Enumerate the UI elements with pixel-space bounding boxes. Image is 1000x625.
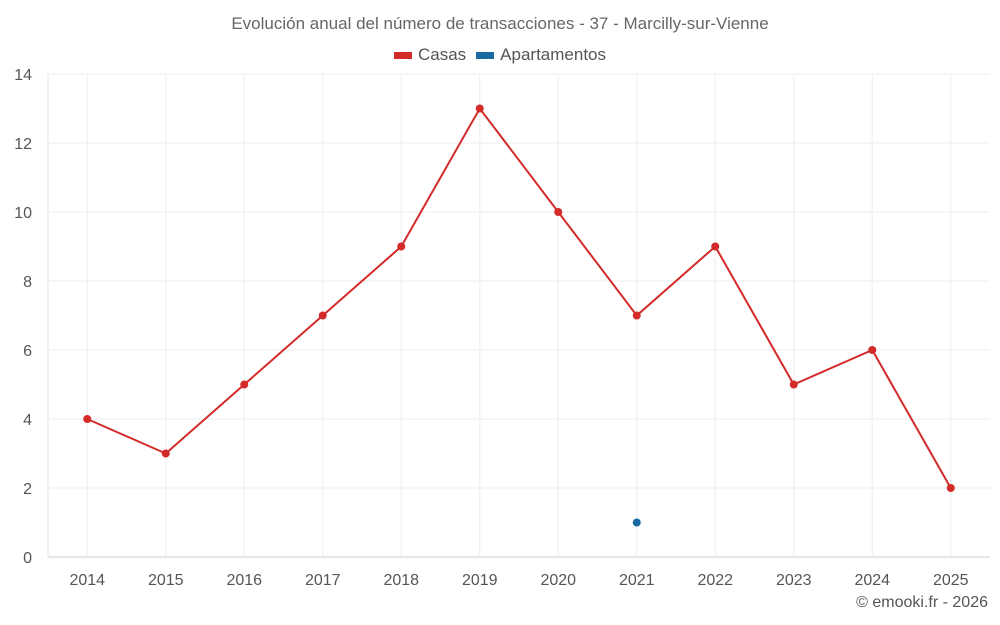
y-tick-label: 0: [23, 550, 32, 567]
x-tick-label: 2015: [148, 572, 184, 589]
chart-title: Evolución anual del número de transaccio…: [231, 14, 769, 33]
legend-swatch-casas: [393, 51, 412, 59]
footer-credit: © emooki.fr - 2026: [856, 594, 988, 611]
data-point-casas: [83, 415, 92, 423]
data-point-casas: [240, 380, 249, 389]
y-tick-label: 2: [23, 481, 32, 498]
x-tick-label: 2023: [776, 572, 812, 589]
y-tick-label: 10: [14, 205, 32, 222]
legend: Casas Apartamentos: [0, 45, 1000, 65]
data-point-casas: [632, 311, 641, 320]
data-point-casas: [789, 380, 798, 389]
y-tick-label: 4: [23, 412, 32, 429]
x-tick-label: 2018: [383, 572, 419, 589]
x-tick-label: 2022: [697, 572, 733, 589]
x-tick-label: 2017: [305, 572, 341, 589]
data-point-casas: [475, 104, 484, 113]
x-tick-label: 2019: [462, 572, 498, 589]
legend-item-apartamentos[interactable]: Apartamentos: [476, 45, 606, 65]
data-point-casas: [554, 208, 563, 216]
y-tick-label: 14: [14, 67, 32, 84]
series-line-casas: [86, 106, 952, 489]
data-point-casas: [318, 311, 327, 320]
data-point-casas: [161, 449, 170, 458]
x-tick-label: 2024: [854, 572, 890, 589]
x-tick-label: 2016: [226, 572, 262, 589]
data-point-casas: [946, 484, 955, 492]
x-tick-label: 2021: [619, 572, 655, 589]
legend-item-casas[interactable]: Casas: [393, 45, 467, 65]
y-tick-label: 6: [23, 343, 32, 360]
data-point-apartamentos: [632, 518, 641, 527]
x-tick-label: 2025: [933, 572, 969, 589]
legend-label-casas: Casas: [417, 45, 467, 64]
legend-label-apartamentos: Apartamentos: [500, 45, 607, 64]
x-tick-label: 2020: [540, 572, 576, 589]
legend-swatch-apartamentos: [476, 51, 495, 59]
data-point-casas: [397, 242, 406, 251]
data-point-casas: [711, 242, 720, 251]
data-point-casas: [868, 346, 877, 354]
y-tick-label: 12: [14, 136, 32, 153]
y-tick-label: 8: [23, 274, 32, 291]
x-tick-label: 2014: [69, 572, 105, 589]
